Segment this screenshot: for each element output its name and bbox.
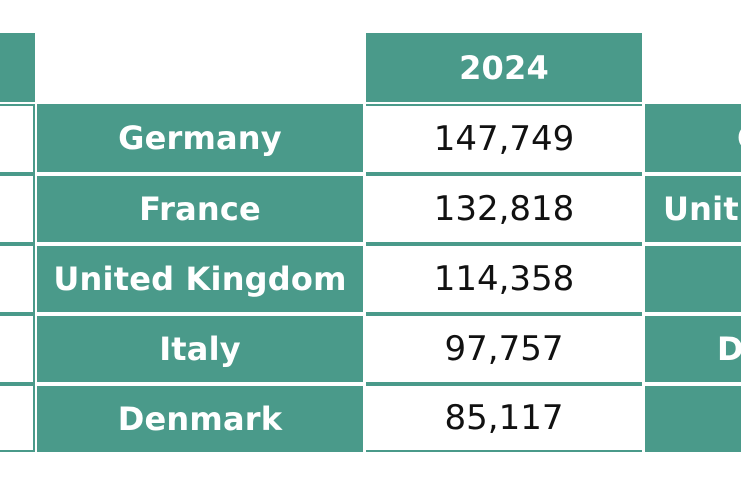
right-table-fragment (645, 246, 741, 312)
value-cell: 132,818 (366, 174, 642, 244)
country-cell: Germany (37, 104, 363, 172)
left-table-row-fragment (0, 244, 35, 314)
country-cell: United Kingdom (37, 246, 363, 312)
right-table-fragment: G (645, 104, 741, 172)
left-table-row-fragment (0, 174, 35, 244)
value-cell: 97,757 (366, 314, 642, 384)
left-table-header-fragment (0, 33, 35, 102)
value-cell: 114,358 (366, 244, 642, 314)
country-cell: Denmark (37, 386, 363, 452)
right-table-fragment: Unit (645, 176, 741, 242)
left-table-row-fragment (0, 104, 35, 174)
country-cell: Italy (37, 316, 363, 382)
year-header: 2024 (366, 33, 642, 102)
right-table-fragment: D (645, 316, 741, 382)
left-table-row-fragment (0, 314, 35, 384)
value-cell: 85,117 (366, 384, 642, 452)
country-cell: France (37, 176, 363, 242)
left-table-row-fragment (0, 384, 35, 452)
value-cell: 147,749 (366, 104, 642, 174)
right-table-fragment (645, 386, 741, 452)
